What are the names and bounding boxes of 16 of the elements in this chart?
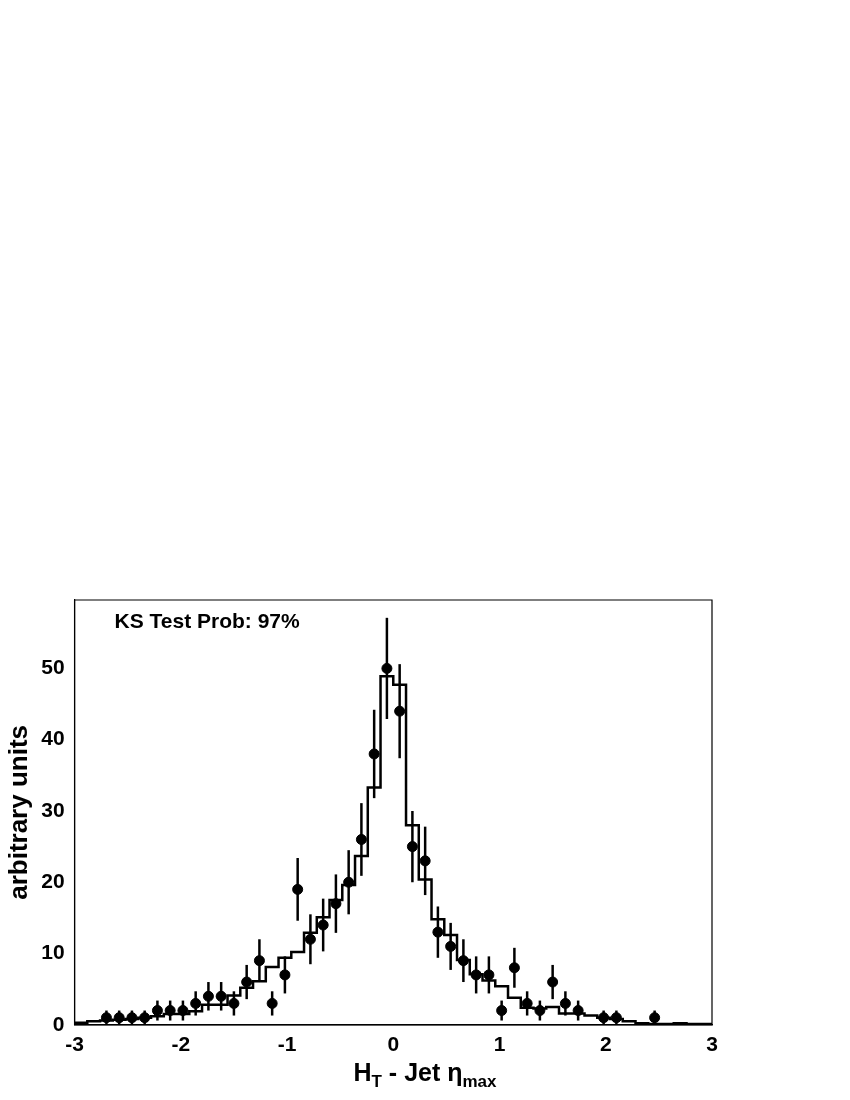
x-tick-label: 1 (493, 1032, 506, 1056)
x-tick-label: 0 (387, 1032, 400, 1056)
y-tick-label: 20 (41, 869, 65, 893)
x-tick-label: 3 (706, 1032, 718, 1056)
x-tick-label: -1 (277, 1032, 297, 1056)
x-axis-title: H$_{T}$ - Jet η$_{max}$ (352, 1058, 498, 1092)
y-tick-label: 10 (41, 940, 65, 964)
annotation: KS Test Prob: 97% (114, 609, 301, 633)
y-tick-label: 0 (52, 1011, 65, 1035)
x-tick-label: -2 (171, 1032, 191, 1056)
y-tick-label: 50 (41, 655, 65, 679)
x-tick-label: -3 (65, 1032, 84, 1056)
y-tick-label: 40 (41, 726, 65, 750)
y-axis-title: arbitrary units (2, 724, 33, 900)
x-tick-label: 2 (599, 1032, 612, 1056)
y-tick-label: 30 (41, 797, 65, 821)
